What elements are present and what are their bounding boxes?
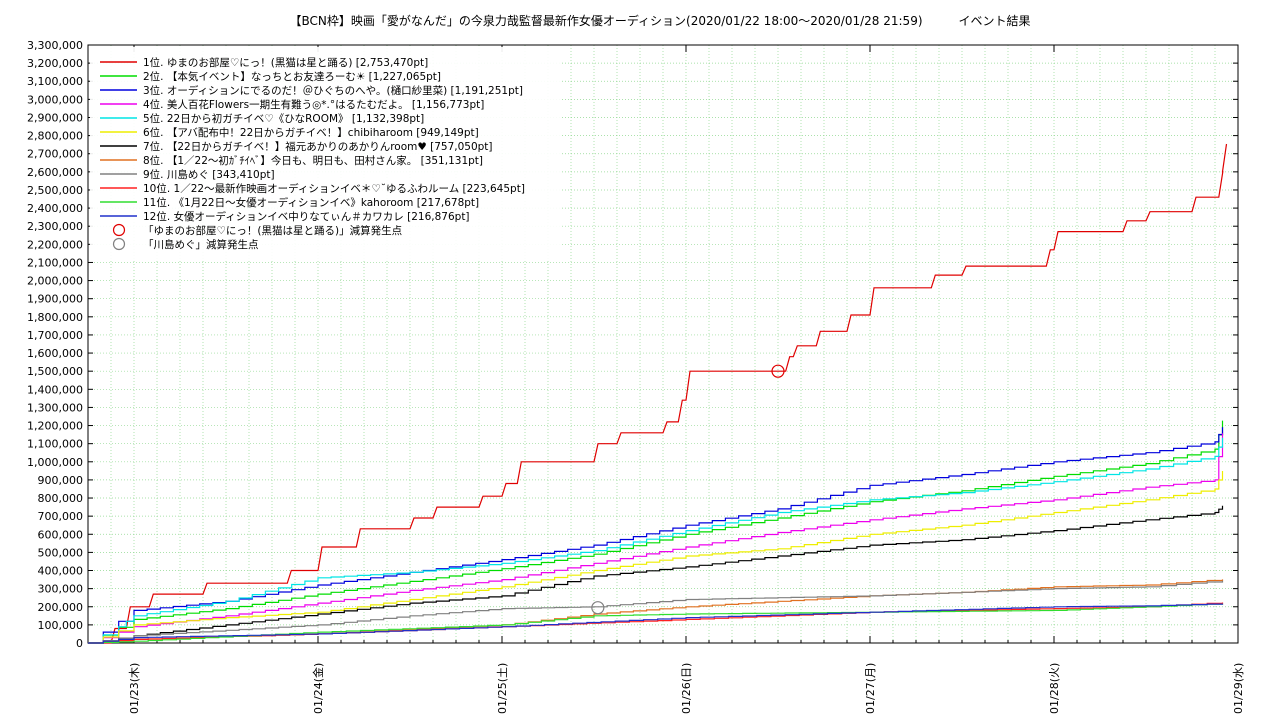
y-tick-label: 2,600,000 xyxy=(27,166,83,179)
y-tick-label: 2,400,000 xyxy=(27,202,83,215)
y-tick-label: 0 xyxy=(76,637,83,650)
y-tick-label: 2,000,000 xyxy=(27,275,83,288)
y-tick-label: 1,300,000 xyxy=(27,401,83,414)
legend-entry: 9位. 川島めぐ [343,410pt] xyxy=(143,168,275,181)
chart-title: 【BCN枠】映画「愛がなんだ」の今泉力哉監督最新作女優オーディション(2020/… xyxy=(289,13,1030,28)
series-line-9 xyxy=(88,580,1224,644)
series-line-1 xyxy=(88,143,1228,644)
legend-entry: 3位. オーディションにでるのだ！＠ひぐちのへや。(樋口紗里菜) [1,191,… xyxy=(143,84,523,97)
legend-marker-entry: 「川島めぐ」減算発生点 xyxy=(143,238,259,251)
deduction-marker-2 xyxy=(591,601,605,615)
x-tick-label: 01/29(水) xyxy=(1232,663,1245,714)
legend-entry: 8位. 【1／22〜初ｶﾞﾁｲﾍﾞ】今日も、明日も、田村さん家。 [351,13… xyxy=(143,154,483,167)
y-tick-label: 2,500,000 xyxy=(27,184,83,197)
legend: 1位. ゆまのお部屋♡にっ！(黒猫は星と踊る) [2,753,470pt]2位.… xyxy=(90,47,560,259)
legend-entry: 10位. 1／22〜最新作映画オーディションイベ＊♡˘ゆるふわルーム [223,… xyxy=(143,182,525,195)
legend-entry: 7位. 【22日からガチイベ！】福元あかりのあかりんroom♥ [757,050… xyxy=(143,140,493,153)
y-tick-label: 1,900,000 xyxy=(27,293,83,306)
series-line-12 xyxy=(88,603,1224,644)
x-tick-label: 01/25(土) xyxy=(496,663,509,714)
series-line-6 xyxy=(88,471,1224,644)
series-line-10 xyxy=(88,602,1224,644)
y-tick-label: 3,000,000 xyxy=(27,93,83,106)
y-tick-label: 500,000 xyxy=(38,546,84,559)
legend-entry: 5位. 22日から初ガチイベ♡《ひなROOM》 [1,132,398pt] xyxy=(143,112,424,125)
y-tick-label: 1,400,000 xyxy=(27,383,83,396)
legend-marker-entry: 「ゆまのお部屋♡にっ！(黒猫は星と踊る)」減算発生点 xyxy=(143,224,402,237)
legend-entry: 11位. 《1月22日〜女優オーディションイベ》kahoroom [217,67… xyxy=(143,196,479,209)
legend-entry: 6位. 【アバ配布中！22日からガチイベ！】chibiharoom [949,1… xyxy=(143,126,479,139)
y-tick-label: 1,100,000 xyxy=(27,438,83,451)
y-tick-label: 600,000 xyxy=(38,528,84,541)
x-tick-label: 01/28(火) xyxy=(1048,663,1061,714)
y-tick-label: 200,000 xyxy=(38,601,84,614)
x-tick-label: 01/23(木) xyxy=(128,663,141,714)
series-line-3 xyxy=(88,427,1224,644)
y-tick-label: 800,000 xyxy=(38,492,84,505)
y-tick-label: 2,300,000 xyxy=(27,220,83,233)
y-tick-label: 900,000 xyxy=(38,474,84,487)
y-tick-label: 2,800,000 xyxy=(27,130,83,143)
x-tick-label: 01/27(月) xyxy=(864,663,877,714)
y-tick-label: 1,800,000 xyxy=(27,311,83,324)
legend-entry: 4位. 美人百花Flowers一期生有難う◎*.°はるたむだよ。 [1,156,… xyxy=(143,98,484,111)
legend-entry: 12位. 女優オーディションイベ中りなてぃん＃カワカレ [216,876pt] xyxy=(143,210,470,223)
y-tick-label: 700,000 xyxy=(38,510,84,523)
y-tick-label: 3,100,000 xyxy=(27,75,83,88)
axes: 0 100,000 200,000 300,000 400,000 500,000 600,… xyxy=(27,39,1245,714)
y-tick-label: 1,200,000 xyxy=(27,420,83,433)
legend-marker-swatch xyxy=(112,223,126,237)
series-line-4 xyxy=(88,433,1224,644)
y-tick-label: 1,700,000 xyxy=(27,329,83,342)
legend-entry: 2位. 【本気イベント】なっちとお友達ろーむ☀ [1,227,065pt] xyxy=(143,70,441,83)
y-tick-label: 1,000,000 xyxy=(27,456,83,469)
x-tick-label: 01/26(日) xyxy=(680,663,693,714)
legend-background xyxy=(90,47,560,259)
legend-marker-swatch xyxy=(112,237,126,251)
series-lines xyxy=(88,143,1228,644)
y-tick-label: 2,200,000 xyxy=(27,238,83,251)
y-tick-label: 2,100,000 xyxy=(27,256,83,269)
deduction-marker-1 xyxy=(771,364,785,378)
y-tick-label: 3,200,000 xyxy=(27,57,83,70)
y-tick-label: 2,900,000 xyxy=(27,111,83,124)
y-tick-label: 400,000 xyxy=(38,565,84,578)
y-tick-label: 100,000 xyxy=(38,619,84,632)
legend-entry: 1位. ゆまのお部屋♡にっ！(黒猫は星と踊る) [2,753,470pt] xyxy=(143,56,428,69)
y-tick-label: 300,000 xyxy=(38,583,84,596)
y-tick-label: 2,700,000 xyxy=(27,148,83,161)
y-tick-label: 1,600,000 xyxy=(27,347,83,360)
x-tick-label: 01/24(金) xyxy=(311,663,325,714)
y-tick-label: 1,500,000 xyxy=(27,365,83,378)
series-line-7 xyxy=(88,505,1224,644)
y-tick-label: 3,300,000 xyxy=(27,39,83,52)
series-line-2 xyxy=(88,420,1224,644)
deduction-markers xyxy=(591,364,785,615)
series-line-5 xyxy=(88,437,1224,644)
